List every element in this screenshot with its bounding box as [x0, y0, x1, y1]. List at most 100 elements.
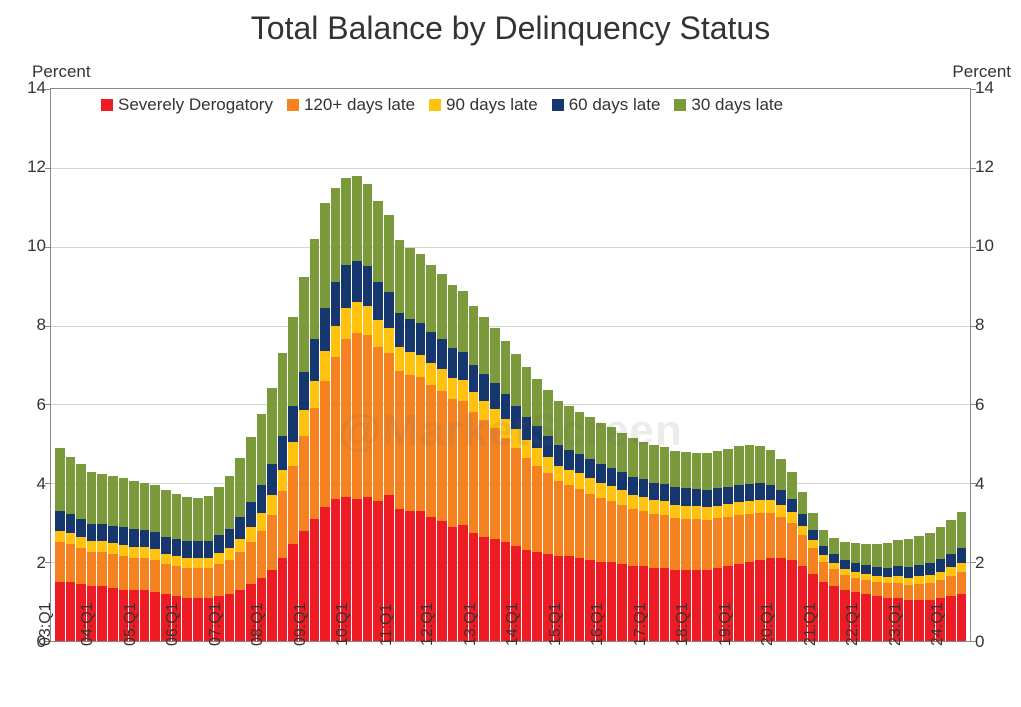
bar-column [564, 89, 574, 641]
bar-segment [437, 369, 447, 390]
bar-segment [522, 417, 532, 440]
x-tick-slot [213, 642, 223, 707]
bar-segment [532, 466, 542, 553]
bar-segment [97, 474, 107, 523]
x-tick-label: 21:Q1 [802, 602, 820, 646]
bar-segment [681, 506, 691, 519]
bar-segment [554, 445, 564, 466]
bar-segment [776, 558, 786, 641]
legend-item: 30 days late [674, 95, 783, 115]
x-tick-slot [798, 642, 808, 707]
x-tick-slot [171, 642, 181, 707]
bar-segment [946, 596, 956, 641]
x-tick-slot [840, 642, 850, 707]
bar-column [214, 89, 224, 641]
x-tick-slot [65, 642, 75, 707]
bar-segment [119, 527, 129, 545]
bar-segment [341, 308, 351, 340]
bar-column [946, 89, 956, 641]
bar-segment [341, 265, 351, 308]
bar-segment [257, 414, 267, 485]
bar-segment [851, 543, 861, 563]
bar-segment [702, 453, 712, 489]
bar-segment [129, 547, 139, 558]
bar-segment [193, 558, 203, 568]
bar-segment [819, 546, 829, 555]
bar-segment [914, 576, 924, 583]
bar-segment [257, 485, 267, 513]
bar-segment [479, 537, 489, 641]
bar-segment [395, 240, 405, 313]
bar-column [437, 89, 447, 641]
bar-segment [925, 575, 935, 583]
bar-column [787, 89, 797, 641]
bar-segment [501, 419, 511, 438]
bar-segment [596, 464, 606, 483]
bar-segment [416, 323, 426, 355]
bar-segment [532, 379, 542, 426]
bar-segment [246, 542, 256, 583]
bar-segment [87, 472, 97, 523]
bar-column [288, 89, 298, 641]
bar-segment [904, 539, 914, 567]
x-tick-slot [256, 642, 266, 707]
x-tick-slot [585, 642, 595, 707]
bar-segment [235, 539, 245, 553]
bar-segment [702, 570, 712, 641]
bar-segment [723, 517, 733, 566]
bar-segment [532, 426, 542, 448]
bar-segment [278, 491, 288, 558]
bar-segment [734, 515, 744, 564]
bar-segment [511, 406, 521, 430]
bar-segment [97, 524, 107, 542]
bar-segment [108, 588, 118, 641]
bar-column [405, 89, 415, 641]
bar-segment [766, 500, 776, 513]
bar-segment [829, 569, 839, 586]
chart-title: Total Balance by Delinquency Status [0, 10, 1021, 47]
x-tick-slot [107, 642, 117, 707]
bar-column [798, 89, 808, 641]
bar-segment [288, 466, 298, 545]
x-tick-label: 24:Q1 [930, 602, 948, 646]
x-tick-label: 08:Q1 [250, 602, 268, 646]
y-tickmark [45, 483, 51, 484]
legend-swatch [429, 99, 441, 111]
bar-segment [257, 531, 267, 578]
bar-segment [787, 560, 797, 641]
bar-segment [734, 446, 744, 485]
bar-segment [575, 412, 585, 455]
bar-column [320, 89, 330, 641]
legend-item: Severely Derogatory [101, 95, 273, 115]
bar-segment [628, 438, 638, 477]
bar-segment [883, 543, 893, 567]
legend-label: 60 days late [569, 95, 661, 115]
bar-column [416, 89, 426, 641]
bar-segment [946, 567, 956, 576]
x-tick-slot: 11:Q1 [394, 642, 404, 707]
bar-segment [776, 517, 786, 558]
bar-segment [522, 458, 532, 551]
bar-segment [437, 274, 447, 339]
bar-segment [755, 483, 765, 500]
bar-segment [681, 488, 691, 505]
bar-segment [957, 563, 967, 572]
bar-segment [957, 572, 967, 594]
bar-segment [87, 524, 97, 542]
legend-swatch [101, 99, 113, 111]
legend-swatch [287, 99, 299, 111]
bar-segment [119, 556, 129, 590]
bar-segment [384, 215, 394, 292]
bar-segment [119, 478, 129, 527]
bar-segment [607, 501, 617, 562]
bar-segment [840, 542, 850, 560]
x-tick-slot: 13:Q1 [479, 642, 489, 707]
bar-segment [214, 553, 224, 564]
x-tick-slot [532, 642, 542, 707]
bar-column [490, 89, 500, 641]
bar-segment [585, 494, 595, 560]
x-tick-slot [766, 642, 776, 707]
x-tick-label: 09:Q1 [292, 602, 310, 646]
x-tick-slot [490, 642, 500, 707]
bar-segment [670, 505, 680, 518]
